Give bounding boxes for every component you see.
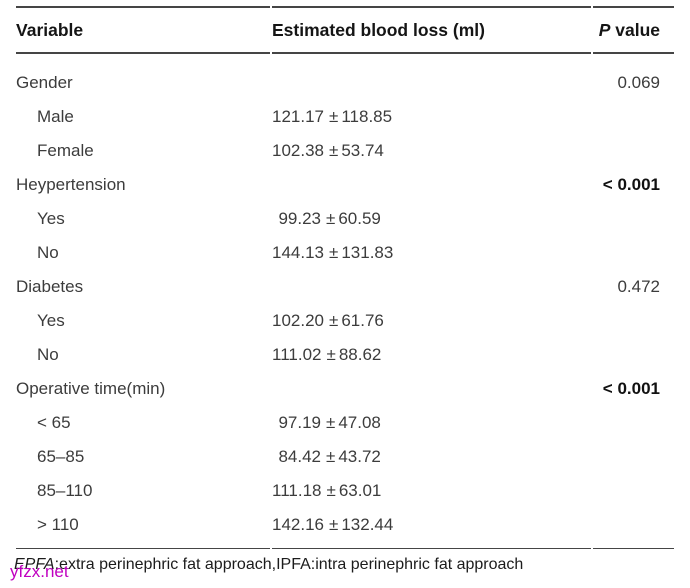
variable-cell: Male: [37, 107, 74, 126]
sd-value: 131.83: [341, 243, 394, 262]
variable-cell: Diabetes: [16, 277, 84, 296]
column-header-pvalue: P value: [593, 6, 674, 54]
value-cell: 121.17 ±118.85: [272, 100, 591, 134]
table-row: < 65 97.19 ±47.08: [16, 406, 674, 440]
plus-minus-sign: ±: [326, 413, 336, 432]
value-cell: [272, 168, 591, 202]
pvalue-cell: [593, 474, 674, 508]
mean-value: 102.20: [272, 311, 324, 330]
table-row: 85–110 111.18 ±63.01: [16, 474, 674, 508]
value-cell: 97.19 ±47.08: [272, 406, 591, 440]
variable-cell: > 110: [16, 508, 270, 549]
pvalue-cell: [593, 134, 674, 168]
variable-cell: No: [37, 345, 59, 364]
pvalue-cell: [593, 406, 674, 440]
pvalue-header-italic-p: P: [598, 19, 611, 40]
plus-minus-sign: ±: [326, 447, 336, 466]
footnote-text: :extra perinephric fat approach,IPFA:int…: [54, 556, 524, 573]
table-header-row: Variable Estimated blood loss (ml) P val…: [16, 6, 674, 54]
variable-cell: No: [37, 243, 59, 262]
column-header-variable: Variable: [16, 6, 270, 54]
sd-value: 88.62: [338, 345, 382, 364]
mean-value: 111.18: [272, 481, 322, 500]
sd-value: 118.85: [341, 107, 393, 126]
mean-value: 144.13: [272, 243, 324, 262]
mean-value: 142.16: [272, 515, 324, 534]
mean-value: 102.38: [272, 141, 324, 160]
pvalue-cell: [593, 100, 674, 134]
mean-value: 121.17: [272, 107, 324, 126]
plus-minus-sign: ±: [326, 209, 336, 228]
sd-value: 47.08: [338, 413, 381, 432]
variable-cell: Gender: [16, 73, 73, 92]
sd-value: 60.59: [338, 209, 381, 228]
value-cell: 142.16 ±132.44: [272, 508, 591, 549]
table-row: No 111.02 ±88.62: [16, 338, 674, 372]
table-row: Yes 102.20 ±61.76: [16, 304, 674, 338]
plus-minus-sign: ±: [329, 107, 339, 126]
sd-value: 61.76: [341, 311, 384, 330]
pvalue-cell: [593, 202, 674, 236]
value-cell: 144.13 ±131.83: [272, 236, 591, 270]
variable-cell: Yes: [37, 311, 65, 330]
column-header-blood-loss: Estimated blood loss (ml): [272, 6, 591, 54]
plus-minus-sign: ±: [329, 311, 339, 330]
mean-value: 97.19: [278, 413, 321, 432]
plus-minus-sign: ±: [326, 345, 336, 364]
value-cell: 99.23 ±60.59: [272, 202, 591, 236]
mean-value: 84.42: [278, 447, 321, 466]
pvalue-cell: < 0.001: [602, 379, 660, 398]
value-cell: [272, 270, 591, 304]
value-cell: 111.02 ±88.62: [272, 338, 591, 372]
table-row: Male 121.17 ±118.85: [16, 100, 674, 134]
pvalue-cell: [593, 508, 674, 549]
variable-cell: < 65: [37, 413, 71, 432]
table-row: Female 102.38 ±53.74: [16, 134, 674, 168]
value-cell: 84.42 ±43.72: [272, 440, 591, 474]
plus-minus-sign: ±: [326, 481, 336, 500]
pvalue-cell: [593, 440, 674, 474]
variable-cell: Female: [37, 141, 94, 160]
plus-minus-sign: ±: [329, 515, 339, 534]
mean-value: 99.23: [278, 209, 321, 228]
table-row: No 144.13 ±131.83: [16, 236, 674, 270]
pvalue-header-rest: value: [610, 19, 660, 40]
variable-cell: Heypertension: [16, 175, 126, 194]
table-row: Operative time(min) < 0.001: [16, 372, 674, 406]
variable-cell: 65–85: [37, 447, 85, 466]
variable-cell: Operative time(min): [16, 379, 166, 398]
variable-cell: Yes: [37, 209, 65, 228]
pvalue-cell: [593, 304, 674, 338]
sd-value: 53.74: [341, 141, 384, 160]
table-row: > 110 142.16 ±132.44: [16, 508, 674, 549]
pvalue-cell: 0.069: [617, 73, 660, 92]
footnote-abbr-epfa: EPFA: [14, 556, 55, 573]
value-cell: 111.18 ±63.01: [272, 474, 591, 508]
plus-minus-sign: ±: [329, 141, 339, 160]
table-footnote: EPFA:extra perinephric fat approach,IPFA…: [14, 556, 523, 574]
sd-value: 63.01: [338, 481, 382, 500]
plus-minus-sign: ±: [329, 243, 339, 262]
table-row: 65–85 84.42 ±43.72: [16, 440, 674, 474]
value-cell: 102.38 ±53.74: [272, 134, 591, 168]
table-row: Heypertension < 0.001: [16, 168, 674, 202]
mean-value: 111.02: [272, 345, 322, 364]
table-row: Gender 0.069: [16, 54, 674, 100]
value-cell: 102.20 ±61.76: [272, 304, 591, 338]
value-cell: [272, 54, 591, 100]
sd-value: 43.72: [338, 447, 381, 466]
pvalue-cell: < 0.001: [602, 175, 660, 194]
pvalue-cell: [593, 338, 674, 372]
table-row: Yes 99.23 ±60.59: [16, 202, 674, 236]
outcomes-table: Variable Estimated blood loss (ml) P val…: [14, 6, 676, 549]
pvalue-cell: 0.472: [617, 277, 660, 296]
variable-cell: 85–110: [37, 481, 93, 500]
table-row: Diabetes 0.472: [16, 270, 674, 304]
sd-value: 132.44: [341, 515, 394, 534]
pvalue-cell: [593, 236, 674, 270]
value-cell: [272, 372, 591, 406]
